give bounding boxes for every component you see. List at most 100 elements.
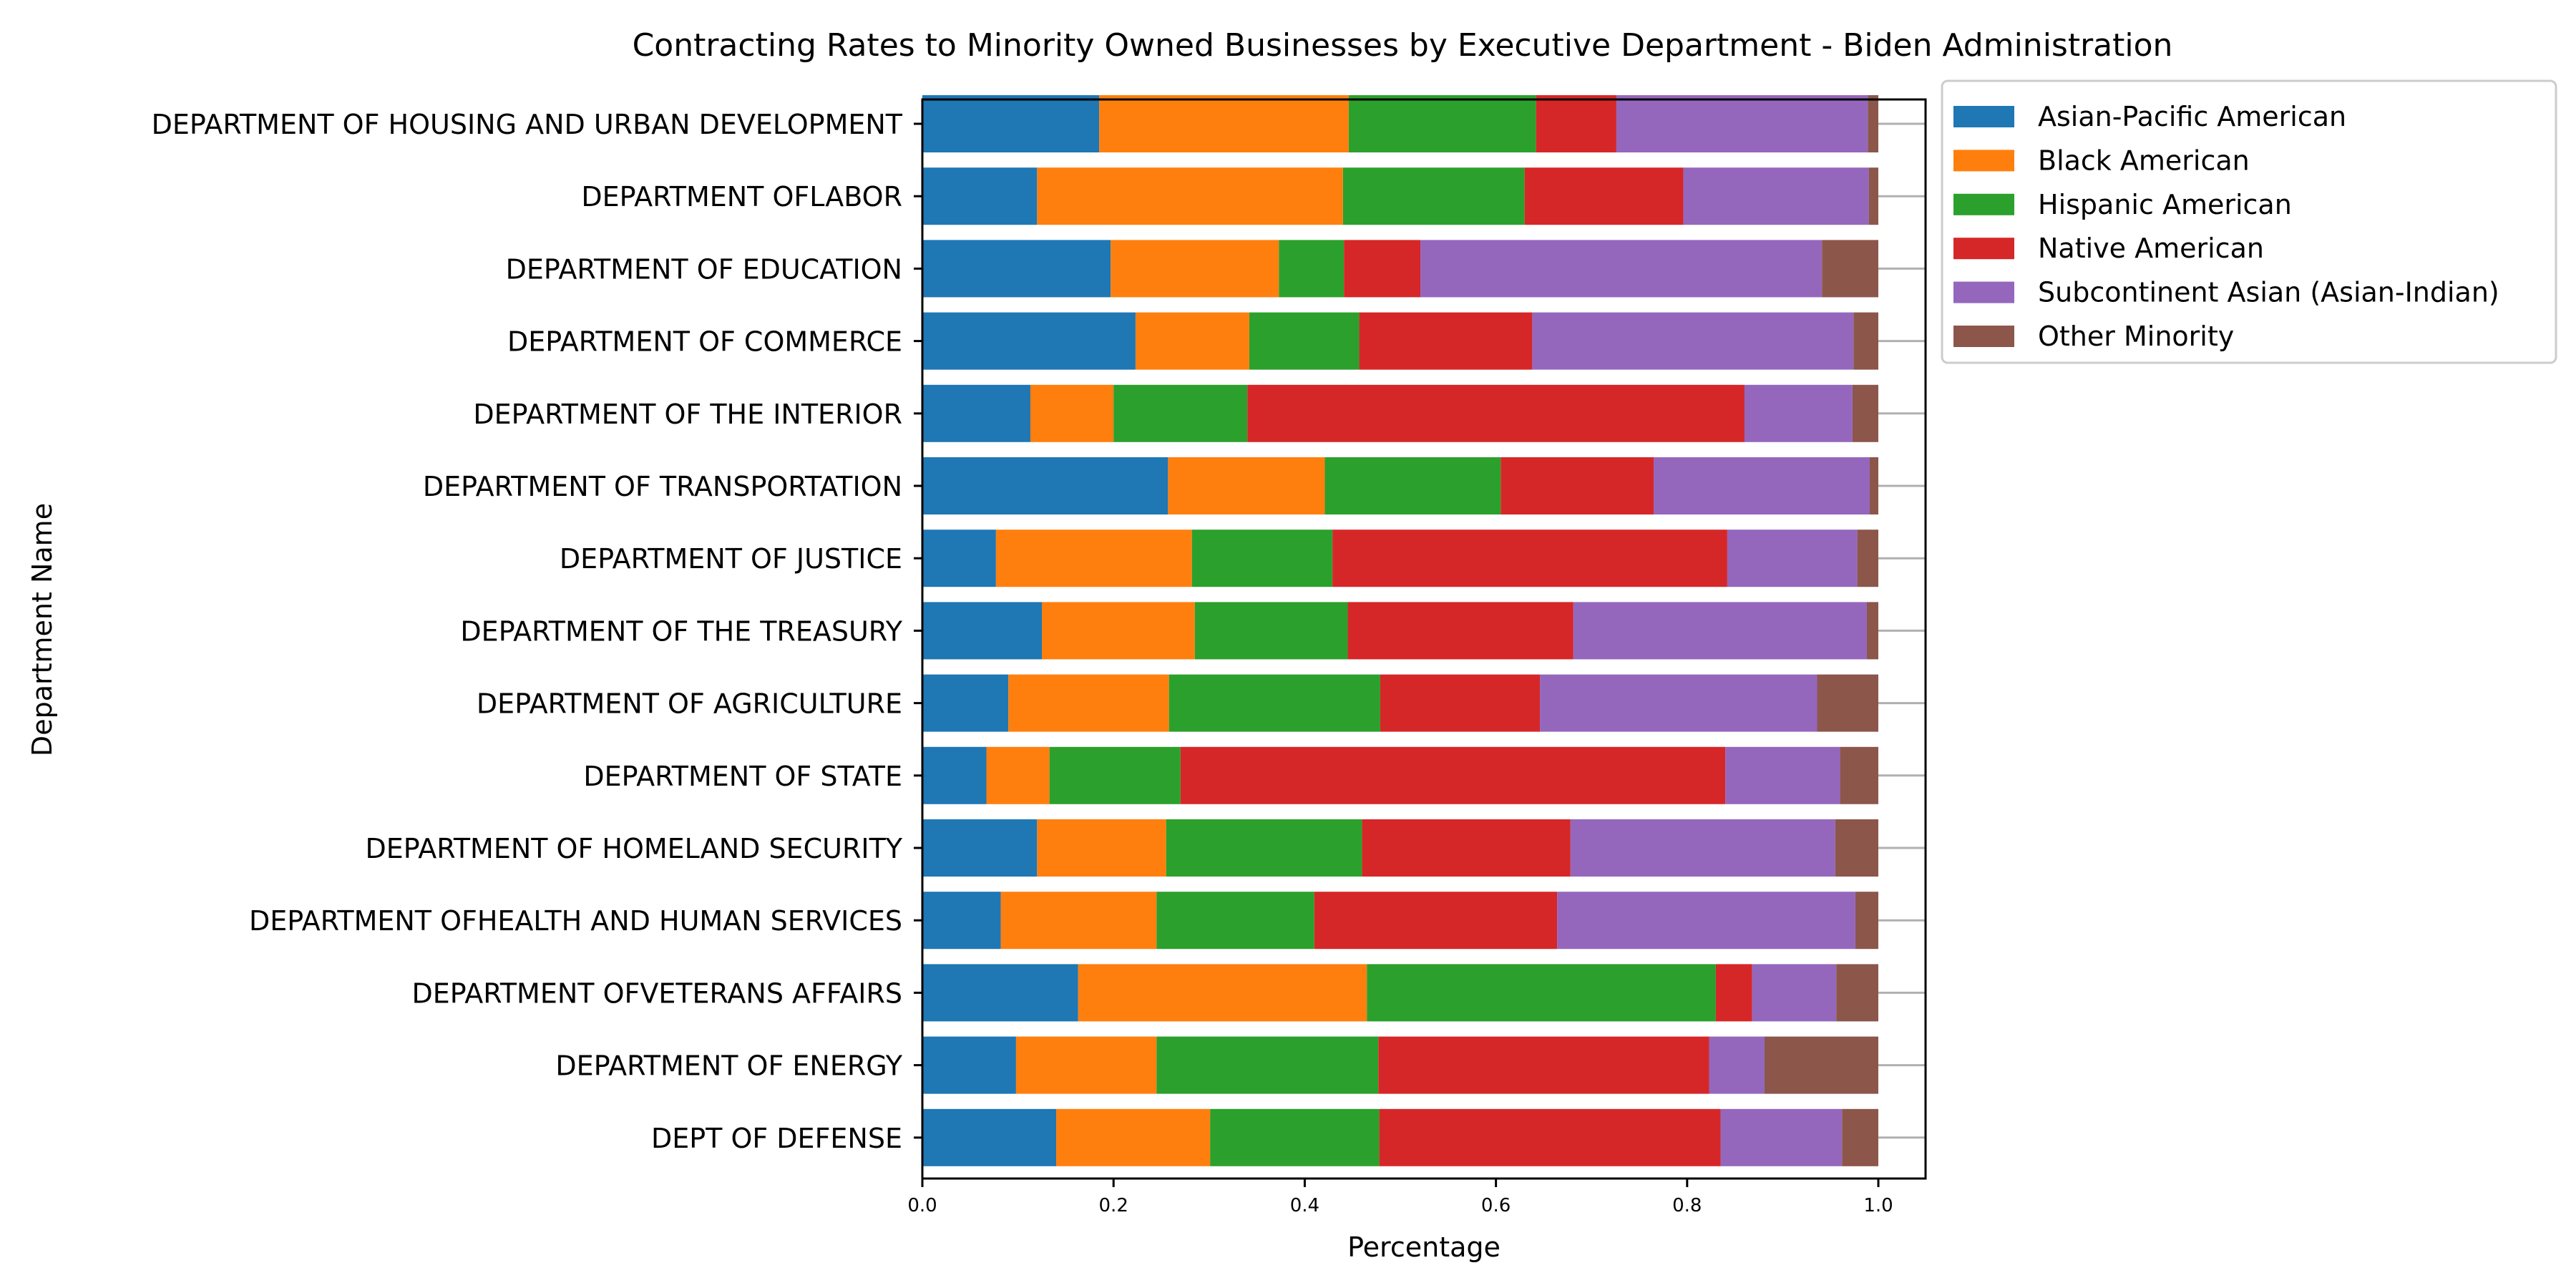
bar-segment (1314, 892, 1558, 950)
bar-segment (1744, 384, 1853, 442)
bar-segment (1113, 384, 1248, 442)
bar-segment (1573, 602, 1867, 660)
bars-layer (922, 95, 1926, 1166)
bar-segment (1049, 746, 1181, 804)
bar-segment (922, 530, 996, 587)
y-axis-label: Department Name (26, 503, 58, 756)
bar-segment (1842, 1108, 1878, 1166)
bar-segment (1836, 964, 1878, 1022)
bar-segment (1180, 746, 1726, 804)
y-tick-label: DEPARTMENT OF STATE (583, 761, 902, 792)
bar-segment (1822, 240, 1878, 298)
legend-swatch (1953, 193, 2014, 215)
bar-segment (1000, 892, 1157, 950)
y-tick-label: DEPARTMENT OFLABOR (581, 181, 902, 213)
bar-segment (1166, 819, 1362, 877)
bar-segment (1715, 964, 1752, 1022)
bar-segment (1015, 1036, 1157, 1094)
bar-segment (1344, 240, 1421, 298)
bar-segment (922, 819, 1038, 877)
bar-segment (1156, 892, 1314, 950)
bar-segment (922, 384, 1030, 442)
bar-segment (1279, 240, 1345, 298)
x-tick-label: 0.2 (1099, 1195, 1128, 1216)
bar-segment (1056, 1108, 1211, 1166)
y-tick-label: DEPARTMENT OF ENERGY (555, 1050, 902, 1082)
legend-label: Native American (2038, 233, 2264, 264)
bar-segment (1540, 674, 1818, 732)
bar-segment (1557, 892, 1855, 950)
legend-label: Other Minority (2038, 321, 2234, 352)
bar-segment (1852, 384, 1878, 442)
bar-segment (1247, 384, 1745, 442)
bar-segment (1367, 964, 1716, 1022)
bar-segment (1835, 819, 1878, 877)
y-tick-label: DEPT OF DEFENSE (651, 1123, 902, 1154)
bar-segment (1869, 457, 1878, 514)
x-axis-ticks: 0.0 0.2 0.4 0.6 0.8 1.0 (907, 1179, 1893, 1216)
bar-segment (922, 457, 1169, 514)
bar-segment (1156, 1036, 1379, 1094)
bar-segment (922, 964, 1078, 1022)
bar-segment (1042, 602, 1195, 660)
x-tick-label: 1.0 (1863, 1195, 1893, 1216)
x-tick-label: 0.6 (1481, 1195, 1511, 1216)
bar-segment (1855, 892, 1878, 950)
bar-segment (1817, 674, 1878, 732)
bar-segment (922, 674, 1009, 732)
bar-segment (1359, 312, 1533, 370)
legend-swatch (1953, 150, 2014, 172)
axes-frame (921, 98, 1927, 1180)
bar-segment (1037, 819, 1166, 877)
y-tick-label: DEPARTMENT OF HOUSING AND URBAN DEVELOPM… (152, 109, 903, 140)
bar-segment (1524, 167, 1684, 225)
bar-segment (1111, 240, 1279, 298)
bar-segment (1683, 167, 1869, 225)
legend-swatch (1953, 106, 2014, 127)
bar-segment (922, 892, 1001, 950)
bar-segment (1727, 530, 1858, 587)
bar-segment (922, 1108, 1057, 1166)
bar-segment (1857, 530, 1878, 587)
bar-segment (1362, 819, 1571, 877)
bar-segment (1654, 457, 1870, 514)
chart-title: Contracting Rates to Minority Owned Busi… (633, 27, 2173, 64)
bar-segment (1532, 312, 1854, 370)
bar-segment (922, 1036, 1016, 1094)
bar-segment (986, 746, 1050, 804)
bar-segment (1135, 312, 1249, 370)
bar-segment (1037, 167, 1343, 225)
legend-items: Asian-Pacific American Black American Hisp… (1953, 101, 2499, 352)
bar-segment (1099, 95, 1349, 152)
bar-segment (1709, 1036, 1765, 1094)
bar-segment (1616, 95, 1868, 152)
legend-swatch (1953, 281, 2014, 303)
bar-segment (1868, 167, 1878, 225)
y-tick-label: DEPARTMENT OFVETERANS AFFAIRS (411, 977, 902, 1009)
bar-segment (1348, 95, 1536, 152)
bar-segment (1752, 964, 1837, 1022)
y-tick-label: DEPARTMENT OF THE INTERIOR (473, 399, 902, 430)
legend-label: Hispanic American (2038, 189, 2292, 220)
y-tick-label: DEPARTMENT OF JUSTICE (560, 543, 902, 575)
bar-segment (1210, 1108, 1380, 1166)
bar-segment (922, 746, 987, 804)
bar-segment (1720, 1108, 1843, 1166)
x-tick-label: 0.8 (1672, 1195, 1702, 1216)
y-tick-label: DEPARTMENT OF HOMELAND SECURITY (365, 833, 902, 864)
bar-segment (1168, 457, 1325, 514)
y-tick-label: DEPARTMENT OF TRANSPORTATION (423, 471, 902, 502)
bar-segment (1030, 384, 1114, 442)
bar-segment (1342, 167, 1525, 225)
bar-segment (1379, 1108, 1721, 1166)
bar-segment (922, 240, 1111, 298)
y-tick-label: DEPARTMENT OF AGRICULTURE (477, 688, 902, 720)
bar-segment (1378, 1036, 1709, 1094)
bar-segment (1169, 674, 1380, 732)
bar-segment (1078, 964, 1367, 1022)
legend-label: Asian-Pacific American (2038, 101, 2346, 132)
bar-segment (1866, 602, 1878, 660)
bar-segment (922, 167, 1038, 225)
x-axis-label: Percentage (1347, 1231, 1501, 1263)
